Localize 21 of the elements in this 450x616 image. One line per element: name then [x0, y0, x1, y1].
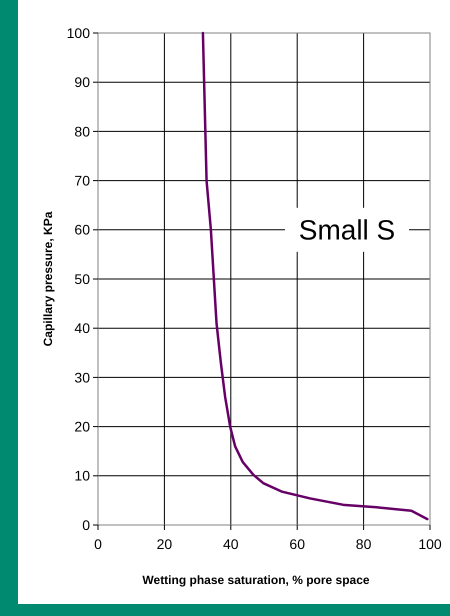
- x-tick-label: 20: [156, 536, 172, 552]
- x-tick-label: 40: [223, 536, 239, 552]
- line-series: [202, 32, 429, 520]
- y-tick-label: 30: [74, 369, 90, 386]
- y-tick-label: 40: [74, 320, 90, 336]
- x-axis-title: Wetting phase saturation, % pore space: [142, 573, 370, 587]
- x-tick-label: 60: [289, 536, 306, 552]
- y-tick-label: 60: [74, 222, 90, 238]
- y-tick-label: 0: [82, 516, 90, 533]
- annotation: Small S: [298, 214, 396, 246]
- y-tick-label: 20: [74, 418, 90, 434]
- y-tick-label: 50: [74, 270, 90, 287]
- x-tick-label: 80: [356, 536, 372, 552]
- y-tick-label: 80: [74, 123, 90, 140]
- y-tick-label: 100: [66, 24, 90, 41]
- x-tick-label: 100: [418, 536, 442, 552]
- y-axis-title: Capillary pressure, KPa: [41, 211, 55, 346]
- y-tick-label: 10: [74, 468, 90, 484]
- x-tick-label: 0: [94, 536, 102, 552]
- y-tick-label: 90: [74, 74, 90, 90]
- y-tick-label: 70: [74, 172, 90, 188]
